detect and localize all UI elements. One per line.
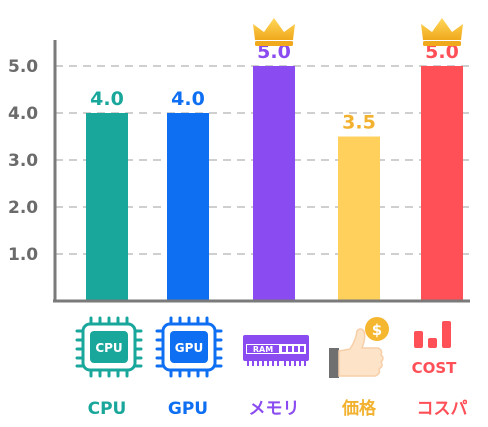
bar [338,136,380,301]
y-tick-label: 2.0 [8,198,38,218]
y-tick-label: 3.0 [8,151,38,171]
ram-module-icon: RAM [243,335,309,366]
gpu-chip-icon: GPU [155,316,223,378]
crown-base [423,41,461,46]
category-labels: CPU GPU メモリ 価格 コスパ [88,398,468,419]
cpu-chip-icon: CPU [75,316,143,378]
bar-value-label: 3.5 [342,112,376,134]
bar-value-label: 4.0 [90,88,124,110]
category-label: メモリ [249,399,300,419]
bar-value-label: 4.0 [171,88,205,110]
y-tick-label: 5.0 [8,57,38,77]
coin-icon-text: $ [372,321,382,339]
y-tick-label: 1.0 [8,245,38,265]
crown-base [255,41,293,46]
bar-value-label: 5.0 [425,41,459,63]
crown-icon [421,18,463,40]
category-label: 価格 [341,398,377,419]
category-label: コスパ [417,399,468,419]
bars [86,66,463,301]
value-labels: 4.0 4.0 5.0 3.5 5.0 [90,41,459,134]
gpu-icon-text: GPU [175,341,203,355]
category-label: CPU [88,399,127,419]
y-axis-ticks: 1.0 2.0 3.0 4.0 5.0 [8,57,38,265]
y-tick-label: 4.0 [8,104,38,124]
cost-bars-icon: COST [412,321,458,377]
category-label: GPU [168,399,208,419]
ram-icon-text: RAM [253,345,273,354]
cpu-icon-text: CPU [95,341,122,355]
cost-icon-text: COST [412,359,458,377]
price-thumbs-up-icon: $ [329,317,389,378]
crown-icon [253,18,295,40]
bar [421,66,463,301]
bar-value-label: 5.0 [257,41,291,63]
bar [167,113,209,301]
bar [86,113,128,301]
crowns [253,18,463,46]
bar [253,66,295,301]
